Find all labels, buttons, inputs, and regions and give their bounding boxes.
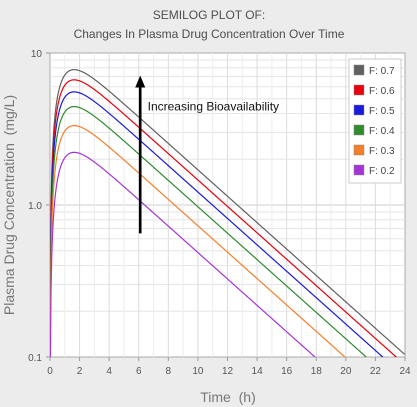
series-layer: [50, 69, 405, 357]
series-line-2: [50, 79, 398, 357]
series-group: [50, 69, 405, 357]
x-tick-label: 6: [136, 366, 142, 377]
series-line-3: [50, 91, 384, 357]
x-tick-label: 4: [106, 366, 112, 377]
x-tick-label: 16: [281, 366, 293, 377]
legend-label: F: 0.5: [369, 106, 395, 117]
series-line-1: [50, 69, 405, 355]
x-tick-label: 22: [370, 366, 382, 377]
legend-swatch: [353, 84, 365, 96]
series-line-5: [50, 124, 346, 357]
bioavailability-arrow-head: [135, 75, 146, 88]
x-tick-label: 8: [166, 366, 172, 377]
y-tick-label: 10: [31, 49, 43, 60]
y-tick-label: 1.0: [28, 201, 42, 212]
legend-swatch: [353, 104, 365, 116]
x-axis-label: Time (h): [200, 389, 255, 405]
legend-box: [348, 58, 402, 184]
legend-label: F: 0.3: [369, 146, 395, 157]
x-tick-label: 2: [77, 366, 83, 377]
series-line-4: [50, 105, 368, 357]
legend-swatch: [353, 144, 365, 156]
annotation-text: Increasing Bioavailability: [148, 99, 279, 113]
series-line-6: [50, 151, 316, 357]
y-axis-label: Plasma Drug Concentration (mg/L): [1, 95, 17, 315]
chart-subtitle: Changes In Plasma Drug Concentration Ove…: [74, 27, 345, 41]
legend-label: F: 0.4: [369, 126, 395, 137]
legend-label: F: 0.2: [369, 166, 395, 177]
x-tick-label: 20: [340, 366, 352, 377]
legend: F: 0.7 F: 0.6 F: 0.5 F: 0.4 F: 0.3 F: 0.2: [348, 58, 402, 184]
x-tick-label: 12: [222, 366, 234, 377]
legend-swatch: [353, 124, 365, 136]
legend-swatch: [353, 64, 365, 76]
x-tick-label: 18: [311, 366, 323, 377]
x-tick-label: 10: [192, 366, 204, 377]
x-tick-label: 0: [47, 366, 53, 377]
chart-title: SEMILOG PLOT OF:: [153, 8, 265, 22]
x-tick-label: 24: [399, 366, 411, 377]
legend-label: F: 0.6: [369, 86, 395, 97]
annotation-layer: Increasing Bioavailability: [135, 75, 279, 234]
y-tick-label: 0.1: [28, 353, 42, 364]
tick-layer: 0 2 4 6 8 10 12 14 16 18 20 22 240.11.010: [28, 49, 411, 377]
x-tick-label: 14: [252, 366, 264, 377]
legend-label: F: 0.7: [369, 66, 395, 77]
legend-swatch: [353, 164, 365, 176]
